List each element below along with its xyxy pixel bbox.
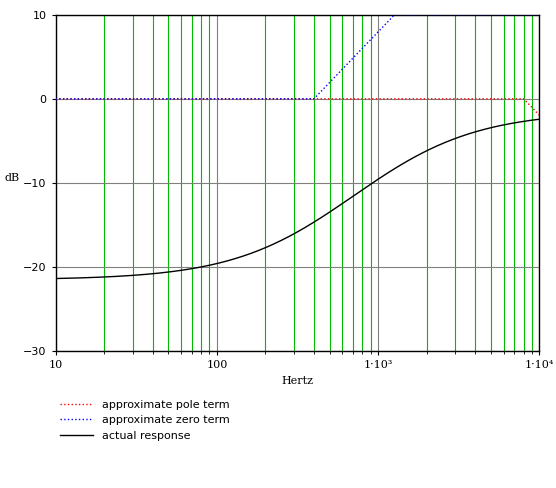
Y-axis label: dB: dB — [4, 173, 19, 183]
X-axis label: Hertz: Hertz — [281, 376, 314, 386]
Legend: approximate pole term, approximate zero term, actual response: approximate pole term, approximate zero … — [56, 395, 235, 445]
